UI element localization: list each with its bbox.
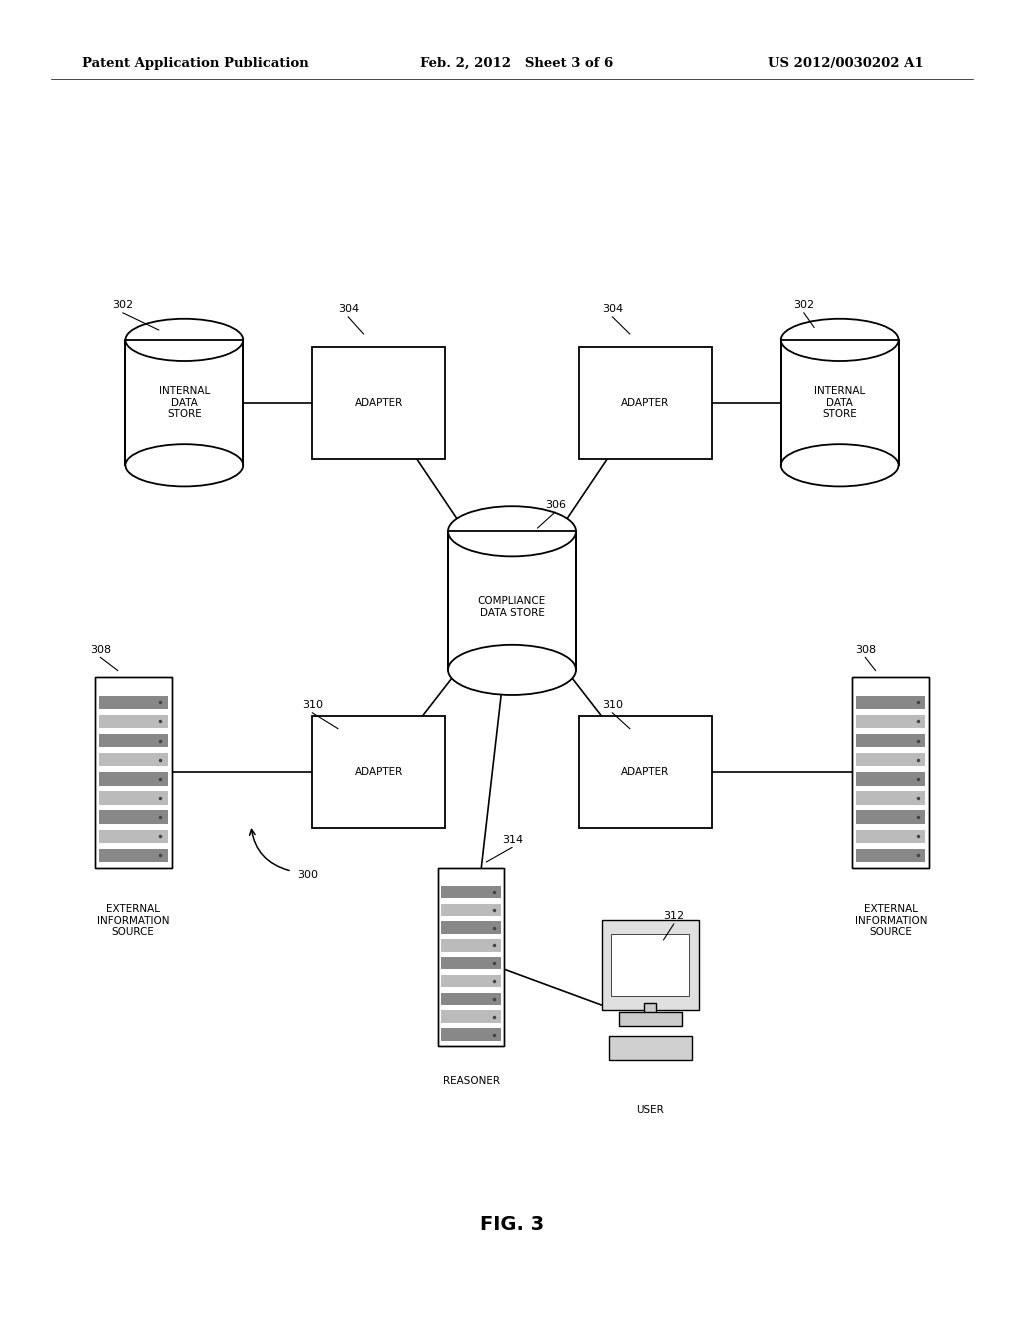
Bar <box>98 715 168 729</box>
Text: INTERNAL
DATA
STORE: INTERNAL DATA STORE <box>814 385 865 420</box>
Bar <box>609 1036 691 1060</box>
Bar <box>856 696 926 709</box>
Bar <box>852 677 930 869</box>
Bar <box>856 792 926 805</box>
Text: Feb. 2, 2012   Sheet 3 of 6: Feb. 2, 2012 Sheet 3 of 6 <box>420 57 613 70</box>
Bar <box>856 772 926 785</box>
Bar <box>441 921 501 933</box>
Text: EXTERNAL
INFORMATION
SOURCE: EXTERNAL INFORMATION SOURCE <box>855 904 927 937</box>
Bar <box>856 752 926 767</box>
Text: 302: 302 <box>794 300 815 310</box>
Text: 310: 310 <box>302 700 324 710</box>
Text: 310: 310 <box>602 700 624 710</box>
Text: 314: 314 <box>502 834 523 845</box>
Bar <box>441 903 501 916</box>
Bar <box>644 1003 656 1016</box>
Bar <box>602 920 698 1010</box>
Bar <box>441 1028 501 1040</box>
Bar <box>441 974 501 987</box>
Text: US 2012/0030202 A1: US 2012/0030202 A1 <box>768 57 924 70</box>
Bar <box>579 715 712 829</box>
Text: FIG. 3: FIG. 3 <box>480 1216 544 1234</box>
Text: 304: 304 <box>338 304 359 314</box>
Text: ADAPTER: ADAPTER <box>354 767 403 777</box>
Bar <box>618 1012 682 1026</box>
Text: 312: 312 <box>664 911 685 921</box>
Bar <box>438 869 504 1045</box>
Bar <box>611 933 689 997</box>
Text: ADAPTER: ADAPTER <box>621 767 670 777</box>
Bar <box>98 849 168 862</box>
Bar <box>441 993 501 1005</box>
Bar <box>98 830 168 843</box>
Bar <box>98 752 168 767</box>
Bar <box>438 869 504 1045</box>
Bar <box>98 696 168 709</box>
Bar <box>94 677 171 869</box>
Bar <box>780 341 899 466</box>
Bar <box>449 531 575 671</box>
Bar <box>441 957 501 969</box>
Bar <box>125 341 244 466</box>
Text: EXTERNAL
INFORMATION
SOURCE: EXTERNAL INFORMATION SOURCE <box>97 904 169 937</box>
Text: 308: 308 <box>855 644 877 655</box>
Text: 308: 308 <box>90 644 112 655</box>
Bar <box>312 715 445 829</box>
Bar <box>856 715 926 729</box>
Ellipse shape <box>449 644 575 694</box>
Ellipse shape <box>780 444 899 487</box>
Bar <box>312 347 445 459</box>
Bar <box>441 1011 501 1023</box>
Text: 302: 302 <box>113 300 134 310</box>
Text: Patent Application Publication: Patent Application Publication <box>82 57 308 70</box>
Text: ADAPTER: ADAPTER <box>354 397 403 408</box>
Bar <box>852 677 930 869</box>
Bar <box>98 792 168 805</box>
Ellipse shape <box>125 444 244 487</box>
Bar <box>579 347 712 459</box>
Text: USER: USER <box>636 1105 665 1115</box>
Bar <box>856 734 926 747</box>
Bar <box>856 830 926 843</box>
Text: 304: 304 <box>602 304 624 314</box>
Text: COMPLIANCE
DATA STORE: COMPLIANCE DATA STORE <box>478 597 546 618</box>
Bar <box>98 734 168 747</box>
Bar <box>98 810 168 824</box>
Bar <box>441 886 501 898</box>
Text: ADAPTER: ADAPTER <box>621 397 670 408</box>
Bar <box>856 810 926 824</box>
Ellipse shape <box>449 506 575 557</box>
Ellipse shape <box>780 319 899 362</box>
Bar <box>98 772 168 785</box>
Text: REASONER: REASONER <box>442 1076 500 1086</box>
Text: 306: 306 <box>545 499 566 510</box>
Bar <box>94 677 171 869</box>
Ellipse shape <box>125 319 244 362</box>
Text: INTERNAL
DATA
STORE: INTERNAL DATA STORE <box>159 385 210 420</box>
Bar <box>856 849 926 862</box>
Bar <box>441 940 501 952</box>
Text: 300: 300 <box>297 870 318 880</box>
